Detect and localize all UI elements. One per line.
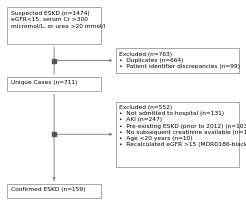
FancyBboxPatch shape [7, 8, 101, 45]
FancyBboxPatch shape [116, 49, 239, 73]
Text: Excluded (n=763)
•  Duplicates (n=664)
•  Patient identifier discrepancies (n=99: Excluded (n=763) • Duplicates (n=664) • … [119, 51, 240, 69]
Text: Confirmed ESKD (n=159): Confirmed ESKD (n=159) [11, 186, 86, 191]
FancyBboxPatch shape [7, 184, 101, 198]
Text: Excluded (n=552)
•  Not admitted to hospital (n=131)
•  AKI (n=247)
•  Pre-exist: Excluded (n=552) • Not admitted to hospi… [119, 104, 246, 146]
FancyBboxPatch shape [116, 102, 239, 167]
Text: Suspected ESKD (n=1474)
eGFR<15, serum Cr >300
micromol/L, or urea >20 mmol/l: Suspected ESKD (n=1474) eGFR<15, serum C… [11, 11, 105, 28]
Text: Unique Cases (n=711): Unique Cases (n=711) [11, 80, 77, 85]
FancyBboxPatch shape [7, 78, 101, 92]
